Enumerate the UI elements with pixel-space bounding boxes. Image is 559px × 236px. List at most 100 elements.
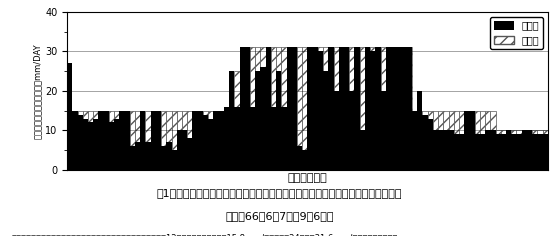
Bar: [454, 134, 459, 170]
Bar: [396, 47, 401, 170]
X-axis label: 湛水湛稲期間: 湛水湛稲期間: [287, 173, 328, 183]
Bar: [349, 91, 354, 170]
Bar: [182, 111, 187, 170]
Bar: [438, 130, 443, 170]
Bar: [281, 107, 287, 170]
Bar: [177, 111, 182, 170]
Bar: [208, 118, 214, 170]
Bar: [161, 146, 167, 170]
Bar: [307, 47, 312, 170]
Bar: [417, 91, 423, 170]
Bar: [234, 107, 239, 170]
Bar: [234, 71, 239, 170]
Bar: [339, 47, 344, 170]
Bar: [480, 111, 485, 170]
Bar: [239, 47, 245, 170]
Bar: [302, 150, 307, 170]
Bar: [151, 111, 156, 170]
Bar: [135, 142, 140, 170]
Bar: [302, 47, 307, 170]
Bar: [224, 111, 229, 170]
Bar: [255, 47, 260, 170]
Bar: [109, 122, 114, 170]
Bar: [417, 111, 423, 170]
Bar: [98, 111, 103, 170]
Bar: [359, 47, 365, 170]
Bar: [276, 47, 281, 170]
Bar: [407, 47, 412, 170]
Bar: [475, 111, 480, 170]
Legend: 取水量, 送水量: 取水量, 送水量: [490, 17, 543, 49]
Bar: [537, 130, 543, 170]
Bar: [448, 130, 454, 170]
Bar: [119, 111, 125, 170]
Bar: [359, 130, 365, 170]
Bar: [109, 111, 114, 170]
Bar: [219, 111, 224, 170]
Bar: [438, 111, 443, 170]
Bar: [448, 111, 454, 170]
Bar: [443, 130, 448, 170]
Bar: [214, 111, 219, 170]
Bar: [88, 111, 93, 170]
Bar: [307, 47, 312, 170]
Bar: [103, 111, 109, 170]
Bar: [376, 47, 381, 170]
Bar: [281, 47, 287, 170]
Bar: [260, 67, 266, 170]
Text: 図1　用水ポンプ場からの送水量と仾田直播圃場における自動給水器による取水量: 図1 用水ポンプ場からの送水量と仾田直播圃場における自動給水器による取水量: [157, 188, 402, 198]
Bar: [543, 130, 548, 170]
Bar: [532, 130, 537, 170]
Bar: [88, 122, 93, 170]
Bar: [119, 111, 125, 170]
Bar: [208, 111, 214, 170]
Bar: [464, 111, 470, 170]
Bar: [328, 47, 334, 170]
Bar: [501, 134, 506, 170]
Bar: [318, 51, 323, 170]
Bar: [182, 130, 187, 170]
Bar: [537, 134, 543, 170]
Bar: [271, 107, 276, 170]
Bar: [187, 111, 192, 170]
Bar: [198, 111, 203, 170]
Bar: [339, 47, 344, 170]
Bar: [130, 111, 135, 170]
Bar: [187, 138, 192, 170]
Bar: [506, 130, 511, 170]
Bar: [365, 47, 370, 170]
Bar: [328, 47, 334, 170]
Bar: [245, 47, 250, 170]
Bar: [349, 47, 354, 170]
Bar: [98, 111, 103, 170]
Bar: [114, 111, 119, 170]
Bar: [522, 130, 527, 170]
Bar: [464, 111, 470, 170]
Bar: [428, 118, 433, 170]
Bar: [276, 71, 281, 170]
Bar: [297, 146, 302, 170]
Bar: [287, 47, 292, 170]
Bar: [266, 47, 271, 170]
Bar: [297, 47, 302, 170]
Bar: [496, 130, 501, 170]
Bar: [224, 107, 229, 170]
Bar: [354, 47, 359, 170]
Bar: [506, 130, 511, 170]
Bar: [354, 47, 359, 170]
Bar: [203, 111, 208, 170]
Bar: [459, 111, 464, 170]
Bar: [292, 47, 297, 170]
Bar: [145, 142, 151, 170]
Bar: [344, 47, 349, 170]
Bar: [365, 47, 370, 170]
Bar: [517, 134, 522, 170]
Bar: [192, 111, 198, 170]
Bar: [511, 134, 517, 170]
Bar: [229, 111, 234, 170]
Bar: [292, 47, 297, 170]
Bar: [125, 111, 130, 170]
Bar: [167, 142, 172, 170]
Bar: [485, 130, 490, 170]
Bar: [266, 47, 271, 170]
